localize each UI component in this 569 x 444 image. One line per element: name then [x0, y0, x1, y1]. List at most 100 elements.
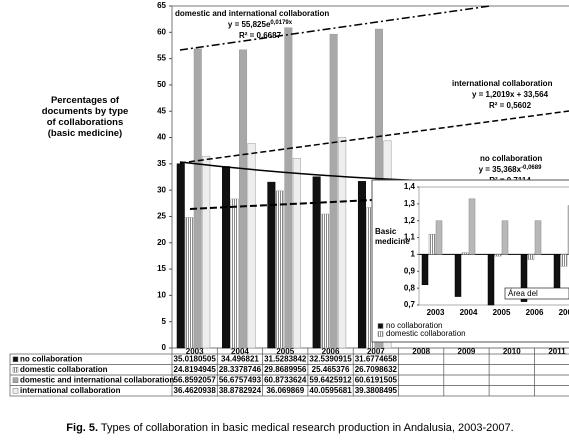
bar [193, 48, 202, 349]
bar [247, 143, 256, 349]
bar [338, 136, 347, 349]
legend-label: domestic collaboration [20, 365, 108, 374]
bar [560, 254, 568, 267]
x-tick-label: 2007 [559, 308, 569, 317]
annotation-r2: R² = 0,5602 [489, 101, 532, 110]
bar [520, 254, 528, 302]
trendline [179, 5, 491, 51]
y-tick-label: 30 [157, 185, 166, 194]
bar [275, 190, 284, 349]
y-tick-label: 0,8 [404, 283, 416, 292]
caption-text: Types of collaboration in basic medical … [98, 422, 514, 434]
table-cell: 39.3808495 [355, 386, 398, 395]
legend-swatch [12, 377, 19, 383]
table-cell: 56.6757493 [219, 375, 262, 384]
y-tick-label: 0,9 [404, 266, 416, 275]
caption-figure: Fig. 5. [66, 422, 98, 434]
x-tick-label: 2003 [186, 347, 204, 356]
bar [435, 220, 443, 255]
y-tick-label: 1,3 [404, 199, 416, 208]
legend-label: international collaboration [20, 386, 121, 395]
trendline [189, 199, 373, 210]
note-box [504, 287, 569, 300]
exponent: 0,0179x [270, 20, 292, 26]
y-tick-label: 5 [162, 317, 167, 326]
legend-swatch [377, 323, 384, 329]
annotation-equation: y = 35,368x-0,0689 [479, 165, 542, 175]
y-tick-label: 60 [157, 27, 166, 36]
legend-label: domestic collaboration [386, 329, 466, 338]
bar [202, 155, 211, 349]
bar [534, 220, 542, 255]
x-tick-label: 2005 [276, 347, 294, 356]
y-tick-label: 0,7 [404, 300, 416, 309]
exponent: -0,0689 [521, 165, 542, 171]
y-tick-label: 40 [157, 133, 166, 142]
table-cell: 40.0595681 [309, 386, 352, 395]
y-tick-label: 35 [157, 159, 166, 168]
legend-label: no collaboration [20, 354, 82, 363]
y-tick-label: 50 [157, 80, 166, 89]
table-cell: 26.7098632 [355, 365, 398, 374]
x-tick-label: 2004 [460, 308, 478, 317]
bar [321, 213, 330, 349]
y-tick-label: 1,4 [404, 182, 416, 191]
bar [329, 33, 338, 349]
bar [501, 220, 509, 255]
annotation-label: no collaboration [480, 154, 542, 163]
legend-label: no collaboration [386, 321, 442, 330]
legend-swatch [377, 331, 384, 337]
legend-swatch [12, 367, 19, 373]
bar [421, 254, 429, 286]
x-tick-label: 2007 [367, 347, 385, 356]
y-tick-label: 65 [157, 1, 166, 10]
bar [284, 27, 293, 349]
annotation-equation: y = 1,2019x + 33,564 [472, 90, 549, 99]
annotation-r2: R² = 0,6687 [239, 31, 282, 40]
table-cell: 36.069869 [266, 386, 304, 395]
bar [527, 254, 535, 260]
trendline [179, 110, 569, 164]
bar [222, 166, 231, 349]
legend-label: domestic and international collaboration [20, 375, 174, 384]
bar [176, 163, 185, 349]
table-cell: 25.465376 [312, 365, 350, 374]
y-tick-label: 55 [157, 54, 166, 63]
table-cell: 60.6191505 [355, 375, 398, 384]
bar [230, 198, 239, 349]
table-cell: 36.4620938 [174, 386, 217, 395]
y-tick-label: 45 [157, 106, 166, 115]
y-tick-label: 10 [157, 290, 166, 299]
table-cell: 29.8689956 [264, 365, 307, 374]
table-cell: 24.8194945 [174, 365, 217, 374]
table-cell: 31.6774658 [355, 354, 398, 363]
bar [461, 252, 469, 255]
y-tick-label: 1,2 [404, 216, 416, 225]
equation: y = 55,825e [228, 20, 271, 29]
table-cell: 56.8592057 [174, 375, 217, 384]
caption: Fig. 5. Types of collaboration in basic … [66, 422, 513, 434]
note: Área del [508, 289, 538, 298]
x-tick-label: 2010 [503, 347, 521, 356]
inset-title: Basic medicine [375, 227, 410, 246]
x-tick-label: 2009 [458, 347, 476, 356]
bar [357, 181, 366, 349]
annotation-label: domestic and international collaboration [175, 9, 329, 18]
y-tick-label: 25 [157, 212, 166, 221]
legend-swatch [12, 356, 19, 362]
x-tick-label: 2004 [231, 347, 249, 356]
table-cell: 59.6425912 [309, 375, 352, 384]
bar [267, 181, 276, 349]
y-tick-label: 0 [162, 343, 167, 352]
annotation-equation: y = 55,825e0,0179x [228, 20, 293, 30]
bar [494, 254, 502, 257]
bar [428, 233, 436, 255]
table-cell: 32.5390915 [309, 354, 352, 363]
bar [312, 176, 321, 349]
x-tick-label: 2008 [412, 347, 430, 356]
table-cell: 34.496821 [221, 354, 259, 363]
equation: y = 35,368x [479, 165, 522, 174]
bar [185, 217, 194, 349]
y-tick-label: 15 [157, 264, 166, 273]
